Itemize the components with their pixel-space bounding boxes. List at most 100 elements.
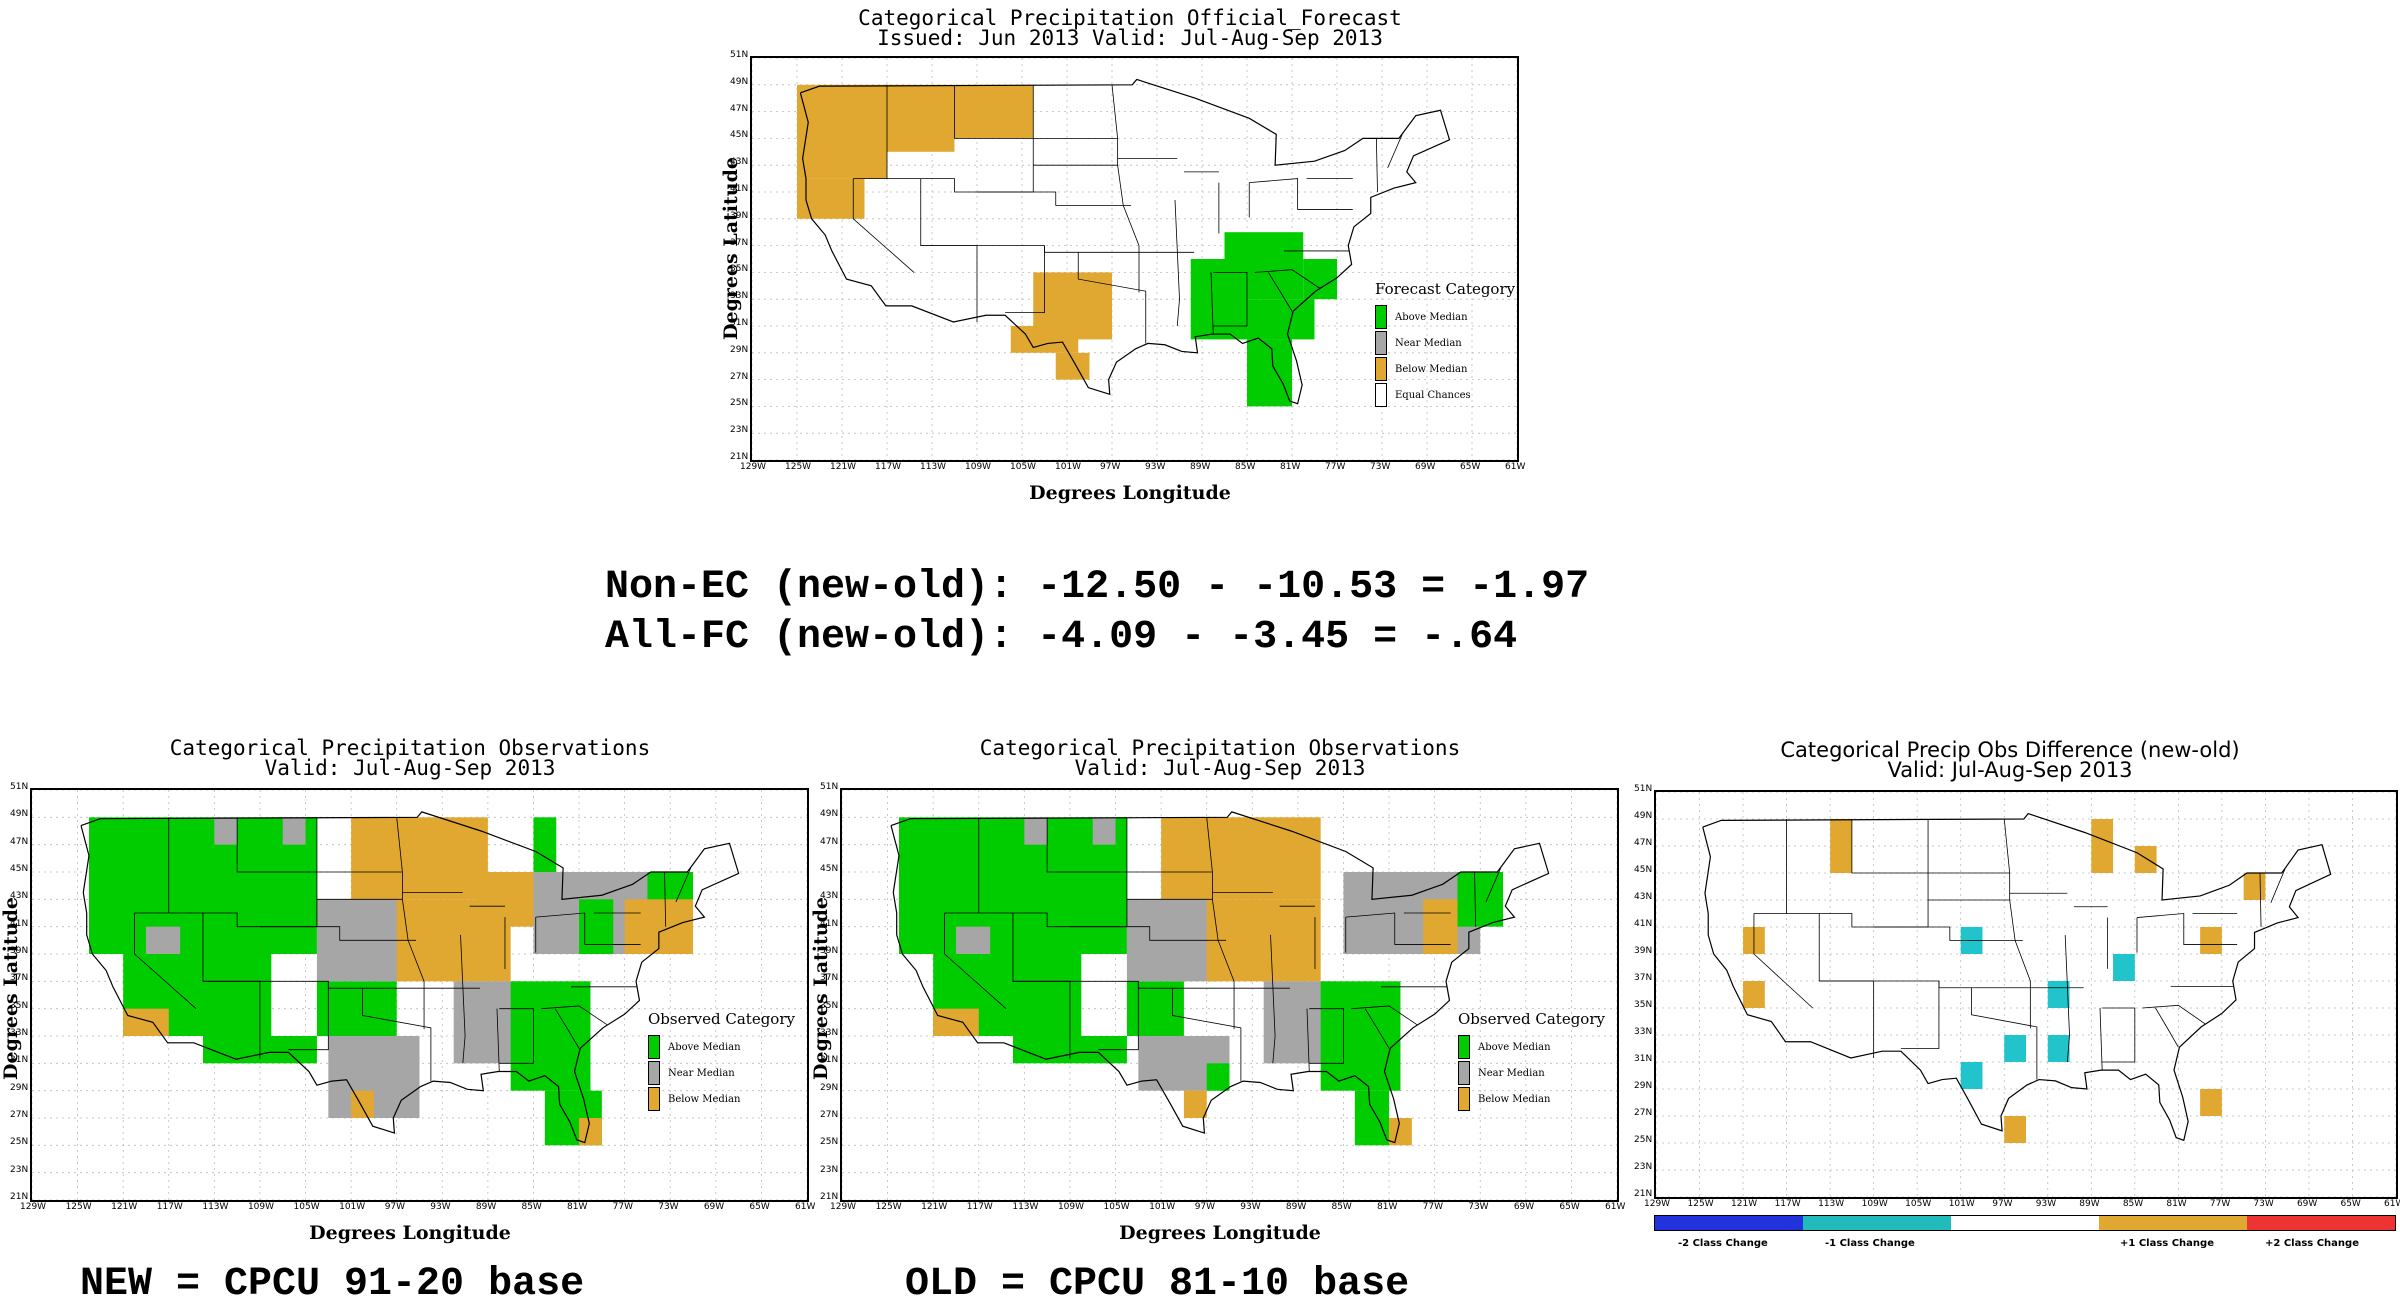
state-boundary: [2003, 818, 2031, 1029]
state-boundary: [1174, 200, 1180, 327]
state-boundary: [288, 981, 329, 1051]
category-cell-plus1: [1743, 981, 1765, 1008]
category-cell-above: [1247, 339, 1292, 407]
obs-old-x-axis-label: Degrees Longitude: [1119, 1222, 1321, 1244]
lon-tick-label: 125W: [65, 1202, 92, 1212]
lat-tick-label: 51N: [820, 782, 839, 792]
us-outline: [1702, 812, 2332, 1142]
category-cell-below: [797, 84, 955, 125]
obs-new-title-line2: Valid: Jul-Aug-Sep 2013: [264, 756, 556, 780]
obs_new-map-svg: [32, 790, 807, 1200]
state-boundary: [1172, 988, 1242, 1082]
lon-tick-label: 65W: [1559, 1202, 1580, 1212]
legend-label: Below Median: [668, 1093, 741, 1105]
category-cell-plus1: [1830, 819, 1852, 873]
lat-tick-label: 33N: [1634, 1027, 1653, 1037]
legend-swatch-above: [1375, 305, 1387, 329]
legend-label: Below Median: [1395, 363, 1468, 375]
lon-tick-label: 89W: [2079, 1199, 2100, 1209]
lat-tick-label: 43N: [1634, 892, 1653, 902]
obs-old-map: [840, 788, 1619, 1202]
category-cell-minus1: [2047, 1035, 2070, 1062]
state-boundary: [460, 934, 466, 1064]
obs-old-legend: Observed Category Above Median Near Medi…: [1458, 1010, 1605, 1112]
lon-tick-label: 129W: [20, 1202, 47, 1212]
lon-tick-label: 61W: [1505, 462, 1526, 472]
category-cell-plus1: [2200, 1089, 2222, 1116]
lat-tick-label: 41N: [730, 184, 749, 194]
lat-tick-label: 47N: [820, 836, 839, 847]
lon-tick-label: 93W: [2035, 1199, 2057, 1209]
category-cell-above: [1354, 1090, 1390, 1146]
diff-label-plus2: +2 Class Change: [2265, 1238, 2359, 1249]
category-cell-minus1: [1960, 1062, 1983, 1089]
lat-tick-label: 27N: [730, 371, 749, 382]
category-cell-below: [797, 178, 865, 219]
state-boundary: [236, 817, 317, 873]
lat-tick-label: 25N: [820, 1137, 839, 1148]
state-boundary: [554, 1008, 580, 1049]
legend-label: Equal Chances: [1395, 389, 1471, 401]
lon-tick-label: 117W: [156, 1202, 183, 1212]
state-boundary: [675, 867, 692, 903]
lat-tick-label: 33N: [820, 1028, 839, 1038]
state-boundary: [920, 178, 978, 322]
diff-map-svg: [1656, 792, 2396, 1197]
lat-tick-label: 51N: [10, 782, 29, 792]
lon-tick-label: 105W: [1103, 1202, 1130, 1212]
lon-tick-label: 89W: [475, 1202, 497, 1212]
lon-tick-label: 117W: [1774, 1199, 1801, 1209]
legend-equal: Equal Chances: [1375, 382, 1515, 408]
forecast-panel: Categorical Precipitation Official_Forec…: [720, 0, 1540, 510]
lon-tick-label: 117W: [875, 462, 902, 472]
category-cell-above: [1320, 981, 1401, 1091]
lon-tick-label: 85W: [521, 1202, 542, 1212]
skill-stats: Non-EC (new-old): -12.50 - -10.53 = -1.9…: [605, 563, 1589, 663]
obs-old-panel: Categorical Precipitation Observations V…: [810, 730, 1630, 1250]
state-boundary: [362, 988, 432, 1082]
lat-tick-label: 29N: [10, 1082, 29, 1093]
lon-tick-label: 81W: [567, 1202, 588, 1212]
lon-tick-label: 97W: [1100, 462, 1121, 472]
category-cell-plus1: [2134, 846, 2157, 873]
lon-tick-label: 105W: [293, 1202, 320, 1212]
state-boundary: [396, 817, 425, 1030]
state-boundary: [1753, 913, 1813, 1009]
stats-line-non-ec: Non-EC (new-old): -12.50 - -10.53 = -1.9…: [605, 565, 1590, 610]
legend-swatch-near: [648, 1061, 660, 1085]
state-boundary: [2064, 935, 2070, 1063]
lat-tick-label: 41N: [1634, 919, 1653, 929]
category-cell-minus1: [2047, 981, 2070, 1008]
category-cell-below: [1055, 352, 1090, 380]
state-boundary: [2102, 1007, 2136, 1063]
obs-new-x-axis-label: Degrees Longitude: [309, 1222, 511, 1244]
state-boundary: [1474, 871, 1477, 927]
state-boundary: [920, 245, 1139, 253]
diff-label-minus2: -2 Class Change: [1678, 1238, 1768, 1249]
lon-tick-label: 73W: [658, 1202, 679, 1212]
state-boundary: [1098, 981, 1139, 1051]
state-boundary: [2270, 868, 2286, 903]
category-cell-near: [282, 817, 306, 845]
lon-tick-label: 61W: [1605, 1202, 1626, 1212]
lon-tick-label: 85W: [1235, 462, 1256, 472]
lon-tick-label: 105W: [1905, 1199, 1932, 1209]
category-cell-plus1: [2004, 1116, 2026, 1143]
lat-tick-label: 43N: [10, 891, 29, 902]
lat-tick-label: 43N: [730, 157, 749, 168]
state-boundary: [852, 178, 915, 273]
state-boundary: [1206, 817, 1235, 1030]
lat-tick-label: 47N: [730, 103, 749, 114]
category-cell-below: [797, 125, 887, 179]
legend-swatch-below: [1458, 1087, 1470, 1111]
state-boundary: [1046, 817, 1127, 873]
category-cell-above: [533, 817, 557, 872]
lat-tick-label: 25N: [10, 1137, 29, 1148]
state-boundary: [1069, 926, 1227, 941]
category-cell-near: [1092, 817, 1116, 845]
state-boundary: [1254, 269, 1321, 289]
state-boundary: [1345, 912, 1451, 945]
state-boundary: [2099, 1007, 2103, 1071]
state-boundary: [1971, 987, 2038, 1080]
lon-tick-label: 125W: [1687, 1199, 1714, 1209]
